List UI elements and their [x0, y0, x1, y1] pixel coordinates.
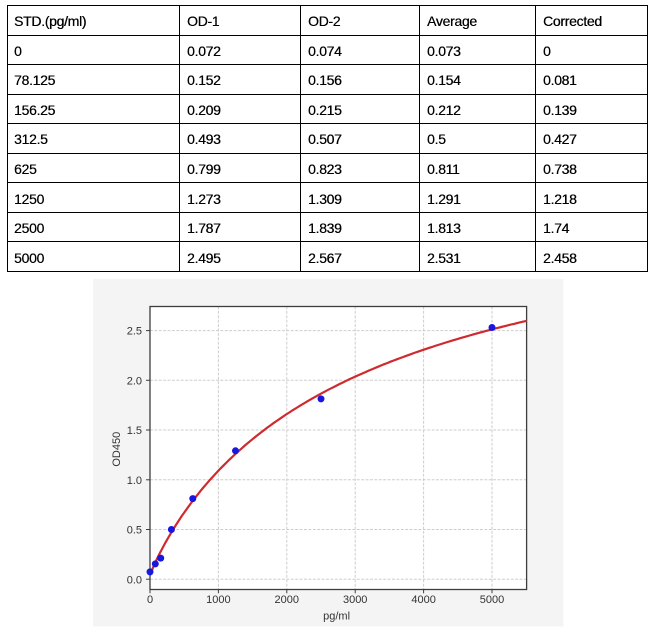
svg-text:0.5: 0.5 — [127, 525, 142, 537]
svg-text:3000: 3000 — [343, 594, 367, 606]
svg-text:2.0: 2.0 — [127, 375, 142, 387]
svg-text:4000: 4000 — [411, 594, 435, 606]
svg-text:0.0: 0.0 — [127, 574, 142, 586]
svg-text:1.0: 1.0 — [127, 475, 142, 487]
svg-text:1.5: 1.5 — [127, 425, 142, 437]
svg-text:pg/ml: pg/ml — [323, 611, 350, 623]
svg-text:0: 0 — [147, 594, 153, 606]
svg-text:2000: 2000 — [275, 594, 299, 606]
svg-text:5000: 5000 — [480, 594, 504, 606]
svg-text:2.5: 2.5 — [127, 326, 142, 338]
svg-text:OD450: OD450 — [111, 432, 123, 467]
svg-text:1000: 1000 — [206, 594, 230, 606]
